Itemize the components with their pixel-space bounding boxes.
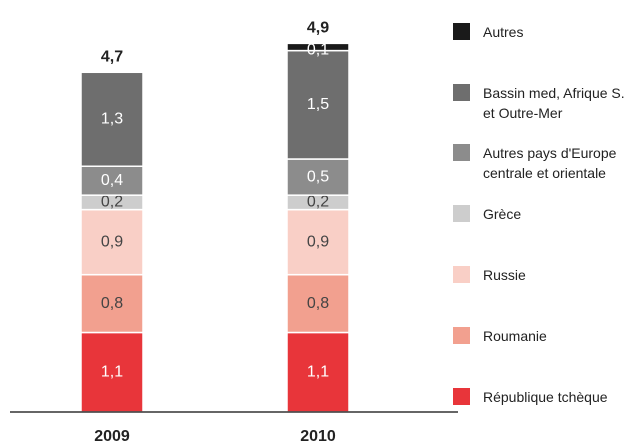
total-label: 4,9 xyxy=(307,20,329,37)
value-label: 0,8 xyxy=(307,295,329,312)
legend-label: Russie xyxy=(483,267,526,283)
legend-swatch xyxy=(453,205,470,222)
legend-swatch xyxy=(453,84,470,101)
bar-segment xyxy=(286,208,350,276)
value-label: 0,9 xyxy=(307,233,329,250)
legend-label: Grèce xyxy=(483,206,522,222)
value-label: 0,4 xyxy=(101,172,123,189)
legend-label: Roumanie xyxy=(483,328,547,344)
legend-swatch xyxy=(453,327,470,344)
x-tick-label: 2009 xyxy=(94,428,130,445)
legend-swatch xyxy=(453,388,470,405)
legend-swatch xyxy=(453,23,470,40)
bar-segment xyxy=(80,273,144,334)
value-label: 0,8 xyxy=(101,295,123,312)
legend-label: Autres pays d'Europe centrale et orienta… xyxy=(483,145,617,181)
value-label: 0,5 xyxy=(307,168,329,185)
bar-segment xyxy=(80,71,144,167)
legend-swatch xyxy=(453,144,470,161)
total-label: 4,7 xyxy=(101,48,123,65)
legend-swatch xyxy=(453,266,470,283)
bar-segment xyxy=(286,49,350,160)
value-label: 0,2 xyxy=(101,193,123,210)
value-label: 0,9 xyxy=(101,233,123,250)
value-label: 1,5 xyxy=(307,96,329,113)
value-label: 0,1 xyxy=(307,42,329,59)
value-label: 1,1 xyxy=(101,363,123,380)
value-label: 1,1 xyxy=(307,363,329,380)
legend-label: Autres xyxy=(483,24,524,40)
legend-label: Bassin med, Afrique S. et Outre-Mer xyxy=(483,85,625,121)
legend-label: République tchèque xyxy=(483,389,608,405)
bar-segment xyxy=(286,42,350,52)
bar-segment xyxy=(80,331,144,413)
x-tick-label: 2010 xyxy=(300,428,336,445)
bar-segment xyxy=(286,273,350,334)
value-label: 1,3 xyxy=(101,110,123,127)
bar-segment xyxy=(80,165,144,196)
value-label: 0,2 xyxy=(307,193,329,210)
